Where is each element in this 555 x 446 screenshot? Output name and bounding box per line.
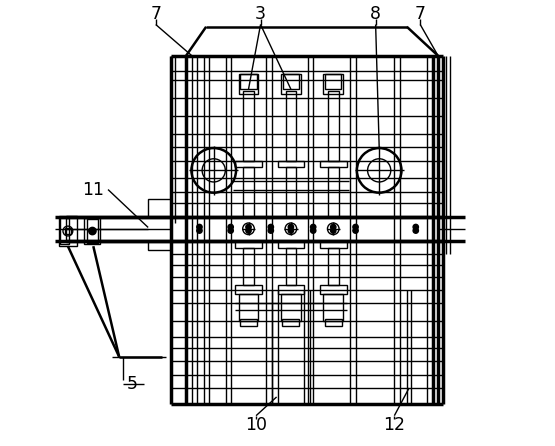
Circle shape bbox=[89, 228, 95, 234]
Text: 10: 10 bbox=[245, 416, 267, 434]
Bar bbox=[240, 319, 257, 326]
Bar bbox=[282, 319, 299, 326]
Bar bbox=[239, 74, 258, 94]
Bar bbox=[278, 285, 304, 294]
Bar bbox=[59, 216, 77, 246]
Circle shape bbox=[413, 228, 418, 233]
Bar bbox=[278, 161, 304, 167]
Bar bbox=[281, 74, 301, 94]
Text: 5: 5 bbox=[127, 376, 138, 393]
Bar bbox=[60, 218, 69, 244]
Bar bbox=[87, 219, 98, 243]
Circle shape bbox=[331, 228, 336, 233]
Bar bbox=[84, 218, 100, 244]
Bar bbox=[320, 241, 347, 248]
Bar bbox=[65, 217, 171, 241]
Text: 7: 7 bbox=[415, 5, 426, 23]
Bar bbox=[235, 241, 262, 248]
Text: 3: 3 bbox=[255, 5, 266, 23]
Bar bbox=[235, 285, 262, 294]
Bar bbox=[283, 74, 299, 89]
Text: 11: 11 bbox=[82, 181, 104, 198]
Bar bbox=[281, 294, 301, 321]
Bar bbox=[65, 228, 71, 234]
Circle shape bbox=[268, 224, 274, 230]
Bar bbox=[243, 167, 254, 217]
Bar bbox=[285, 248, 296, 285]
Circle shape bbox=[197, 228, 202, 233]
Circle shape bbox=[413, 224, 418, 230]
Circle shape bbox=[246, 224, 251, 230]
Circle shape bbox=[268, 228, 274, 233]
Text: 12: 12 bbox=[384, 416, 405, 434]
Circle shape bbox=[288, 228, 294, 233]
Bar bbox=[320, 285, 347, 294]
Circle shape bbox=[246, 228, 251, 233]
Bar bbox=[325, 74, 341, 89]
Circle shape bbox=[228, 224, 233, 230]
Bar bbox=[285, 167, 296, 217]
Bar bbox=[148, 239, 171, 250]
Bar bbox=[239, 294, 258, 321]
Circle shape bbox=[353, 224, 358, 230]
Bar bbox=[235, 161, 262, 167]
Bar bbox=[324, 74, 343, 94]
Bar bbox=[328, 91, 339, 161]
Circle shape bbox=[310, 224, 316, 230]
Circle shape bbox=[197, 224, 202, 230]
Bar bbox=[243, 248, 254, 285]
Bar bbox=[240, 74, 256, 89]
Circle shape bbox=[228, 228, 233, 233]
Bar bbox=[243, 91, 254, 161]
Circle shape bbox=[288, 224, 294, 230]
Bar bbox=[328, 167, 339, 217]
Bar bbox=[328, 248, 339, 285]
Bar bbox=[278, 241, 304, 248]
Text: 8: 8 bbox=[370, 5, 381, 23]
Bar bbox=[324, 294, 343, 321]
Text: 7: 7 bbox=[150, 5, 162, 23]
Bar bbox=[285, 91, 296, 161]
Bar bbox=[320, 161, 347, 167]
Bar bbox=[155, 217, 171, 241]
Circle shape bbox=[353, 228, 358, 233]
Bar bbox=[325, 319, 342, 326]
Circle shape bbox=[310, 228, 316, 233]
Bar bbox=[148, 199, 171, 217]
Circle shape bbox=[331, 224, 336, 230]
